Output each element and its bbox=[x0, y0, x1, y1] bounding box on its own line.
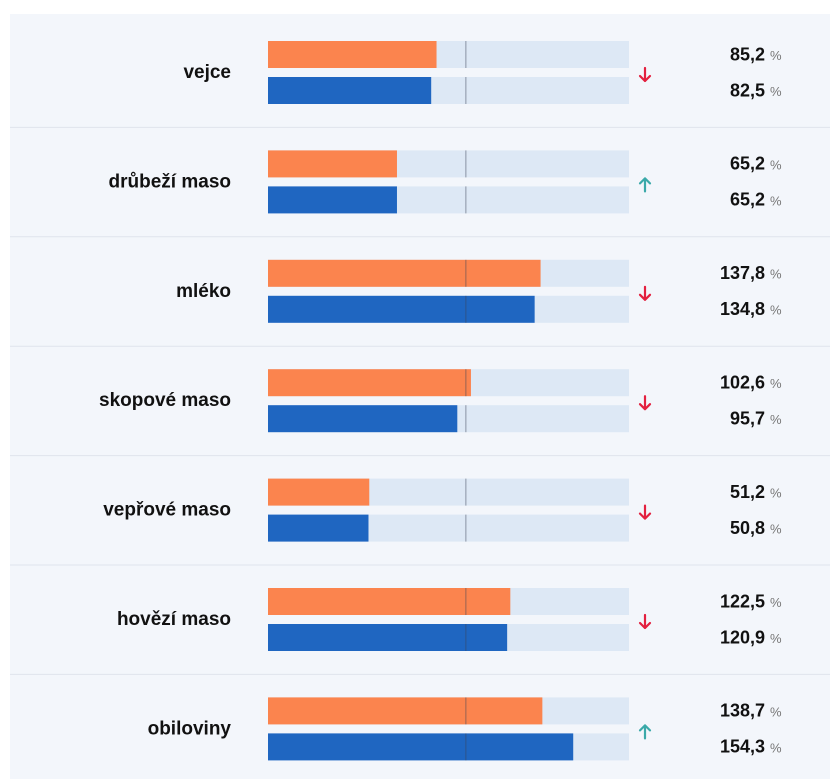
category-label: drůbeží maso bbox=[109, 171, 231, 192]
value-label: 102,6 bbox=[720, 372, 765, 392]
category-label: hovězí maso bbox=[117, 609, 231, 630]
category-label: vepřové maso bbox=[103, 500, 231, 521]
value-label: 50,8 bbox=[730, 518, 765, 538]
category-label: obiloviny bbox=[148, 718, 232, 739]
category-label: mléko bbox=[176, 281, 231, 302]
value-label: 134,8 bbox=[720, 299, 765, 319]
value-unit: % bbox=[770, 631, 782, 646]
value-unit: % bbox=[770, 193, 782, 208]
trend-arrow-up bbox=[638, 724, 652, 740]
value-label: 95,7 bbox=[730, 408, 765, 428]
value-label: 137,8 bbox=[720, 263, 765, 283]
category-label: skopové maso bbox=[99, 390, 231, 411]
bar bbox=[268, 150, 397, 178]
bar bbox=[268, 186, 397, 214]
value-label: 122,5 bbox=[720, 591, 765, 611]
trend-arrow-up bbox=[638, 177, 652, 193]
value-unit: % bbox=[770, 704, 782, 719]
bar bbox=[268, 259, 541, 287]
category-label: vejce bbox=[183, 62, 231, 83]
bar bbox=[268, 733, 574, 761]
value-label: 51,2 bbox=[730, 482, 765, 502]
bar bbox=[268, 369, 471, 397]
bar bbox=[268, 697, 543, 725]
value-label: 138,7 bbox=[720, 701, 765, 721]
value-unit: % bbox=[770, 412, 782, 427]
trend-arrow-down bbox=[638, 66, 652, 83]
value-unit: % bbox=[770, 740, 782, 755]
value-label: 85,2 bbox=[730, 44, 765, 64]
trend-arrow-down bbox=[638, 613, 652, 630]
value-label: 154,3 bbox=[720, 737, 765, 757]
bar bbox=[268, 478, 370, 506]
bar bbox=[268, 295, 535, 323]
bar bbox=[268, 514, 369, 542]
value-unit: % bbox=[770, 157, 782, 172]
value-unit: % bbox=[770, 376, 782, 391]
trend-arrow-down bbox=[638, 504, 652, 520]
bar bbox=[268, 624, 508, 651]
value-label: 65,2 bbox=[730, 190, 765, 210]
trend-arrow-down bbox=[638, 395, 652, 411]
value-label: 65,2 bbox=[730, 154, 765, 174]
value-unit: % bbox=[770, 303, 782, 318]
bar bbox=[268, 588, 511, 615]
value-unit: % bbox=[770, 522, 782, 537]
value-unit: % bbox=[770, 595, 782, 610]
value-unit: % bbox=[770, 48, 782, 63]
bar bbox=[268, 405, 458, 433]
value-unit: % bbox=[770, 84, 782, 99]
bar bbox=[268, 41, 437, 68]
value-unit: % bbox=[770, 267, 782, 282]
value-label: 120,9 bbox=[720, 627, 765, 647]
trend-arrow-down bbox=[638, 285, 652, 301]
value-unit: % bbox=[770, 486, 782, 501]
bar bbox=[268, 77, 432, 104]
value-label: 82,5 bbox=[730, 80, 765, 100]
panel bbox=[10, 14, 830, 779]
